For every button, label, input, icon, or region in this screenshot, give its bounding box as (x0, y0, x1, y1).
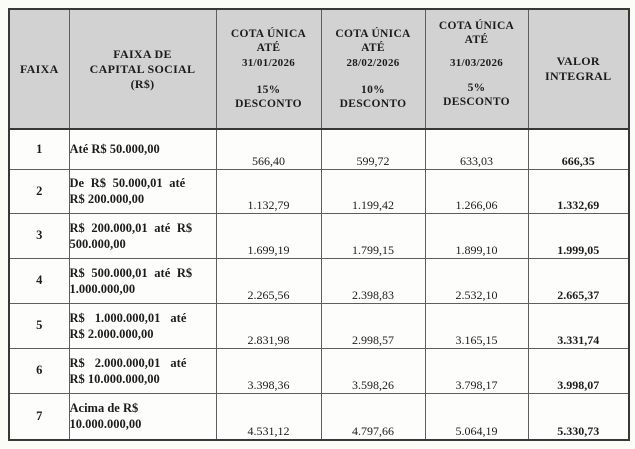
faixa-number: 4 (8, 257, 70, 304)
cota-5-ate: ATÉ (464, 34, 489, 46)
cota-5-value: 3.165,15 (424, 302, 529, 349)
capital-range-line1: R$ 2.000.000,01 até (69, 355, 187, 370)
table-header-row: FAIXA FAIXA DE CAPITAL SOCIAL (R$) COTA … (8, 8, 630, 130)
cota-5-value: 633,03 (424, 128, 529, 170)
header-capital-line1: FAIXA DE (113, 46, 172, 61)
header-cell-faixa: FAIXA (8, 8, 70, 130)
table-row: 2 De R$ 50.000,01 até R$ 200.000,00 1.13… (8, 168, 630, 214)
cota-15-value: 2.265,56 (215, 257, 322, 304)
cota-15-value: 3.398,36 (215, 347, 322, 394)
header-cell-cota-10: COTA ÚNICA ATÉ 28/02/2026 10% DESCONTO (320, 8, 426, 130)
header-capital-line3: (R$) (130, 76, 155, 91)
capital-range-line1: Até R$ 50.000,00 (69, 142, 160, 157)
cota-15-title: COTA ÚNICA (230, 28, 307, 40)
cota-5-value: 3.798,17 (424, 347, 529, 394)
table-row: 1 Até R$ 50.000,00 566,40 599,72 633,03 … (8, 128, 630, 170)
cota-15-date: 31/01/2026 (241, 57, 296, 69)
cota-5-value: 1.266,06 (424, 168, 529, 214)
cota-10-value: 3.598,26 (320, 347, 426, 394)
cota-10-value: 1.799,15 (320, 212, 426, 259)
cota-15-value: 2.831,98 (215, 302, 322, 349)
capital-range-line1: R$ 200.000,01 até R$ (69, 220, 193, 235)
cota-5-date: 31/03/2026 (449, 57, 504, 69)
cota-10-value: 1.199,42 (320, 168, 426, 214)
cota-15-value: 566,40 (215, 128, 322, 170)
faixa-number: 5 (8, 302, 70, 349)
header-cell-capital-social: FAIXA DE CAPITAL SOCIAL (R$) (68, 8, 217, 130)
header-faixa-label: FAIXA (19, 61, 59, 76)
capital-range-line1: R$ 1.000.000,01 até (69, 310, 187, 325)
header-cell-cota-15: COTA ÚNICA ATÉ 31/01/2026 15% DESCONTO (215, 8, 322, 130)
table-row: 5 R$ 1.000.000,01 até R$ 2.000.000,00 2.… (8, 302, 630, 349)
faixa-number: 1 (8, 128, 70, 170)
cota-10-header-block: COTA ÚNICA ATÉ 28/02/2026 10% DESCONTO (322, 27, 424, 111)
header-cell-cota-5: COTA ÚNICA ATÉ 31/03/2026 5% DESCONTO (424, 8, 529, 130)
valor-integral-value: 2.665,37 (527, 257, 630, 304)
cota-5-desconto-label: DESCONTO (443, 96, 510, 108)
cota-10-value: 4.797,66 (320, 392, 426, 441)
table-row: 7 Acima de R$ 10.000.000,00 4.531,12 4.7… (8, 392, 630, 441)
table-row: 6 R$ 2.000.000,01 até R$ 10.000.000,00 3… (8, 347, 630, 394)
cota-unica-fee-table: FAIXA FAIXA DE CAPITAL SOCIAL (R$) COTA … (8, 8, 630, 441)
table-row: 3 R$ 200.000,01 até R$ 500.000,00 1.699,… (8, 212, 630, 259)
cota-10-percent: 10% (361, 84, 385, 96)
cota-5-percent: 5% (467, 82, 486, 94)
header-capital-line2: CAPITAL SOCIAL (89, 61, 196, 76)
capital-range: R$ 1.000.000,01 até R$ 2.000.000,00 (68, 302, 217, 349)
header-valor-line2: INTEGRAL (545, 69, 612, 83)
header-valor-line1: VALOR (556, 54, 600, 68)
cota-5-title: COTA ÚNICA (438, 20, 515, 32)
cota-10-value: 2.998,57 (320, 302, 426, 349)
capital-range-line1: Acima de R$ (69, 401, 139, 416)
cota-5-value: 1.899,10 (424, 212, 529, 259)
capital-range: R$ 2.000.000,01 até R$ 10.000.000,00 (68, 347, 217, 394)
table-row: 4 R$ 500.000,01 até R$ 1.000.000,00 2.26… (8, 257, 630, 304)
cota-10-ate: ATÉ (361, 42, 385, 54)
cota-15-value: 1.699,19 (215, 212, 322, 259)
cota-15-value: 1.132,79 (215, 168, 322, 214)
capital-range-line2: R$ 200.000,00 (69, 192, 145, 206)
capital-range: Acima de R$ 10.000.000,00 (68, 392, 217, 441)
capital-range: R$ 200.000,01 até R$ 500.000,00 (68, 212, 217, 259)
capital-range: De R$ 50.000,01 até R$ 200.000,00 (68, 168, 217, 214)
cota-15-header-block: COTA ÚNICA ATÉ 31/01/2026 15% DESCONTO (217, 27, 320, 111)
valor-integral-value: 1.999,05 (527, 212, 630, 259)
capital-range-line2: 500.000,00 (69, 236, 126, 251)
faixa-number: 3 (8, 212, 70, 259)
capital-range-line2: R$ 10.000.000,00 (69, 371, 160, 386)
cota-10-date: 28/02/2026 (346, 57, 400, 69)
valor-integral-value: 666,35 (527, 128, 630, 170)
cota-10-desconto-label: DESCONTO (339, 98, 407, 110)
capital-range-line2: 1.000.000,00 (69, 281, 136, 296)
valor-integral-value: 5.330,73 (527, 392, 630, 441)
capital-range: R$ 500.000,01 até R$ 1.000.000,00 (68, 257, 217, 304)
capital-range: Até R$ 50.000,00 (68, 128, 217, 170)
cota-5-value: 5.064,19 (424, 392, 529, 441)
cota-10-title: COTA ÚNICA (335, 28, 411, 40)
cota-10-value: 2.398,83 (320, 257, 426, 304)
faixa-number: 7 (8, 392, 70, 441)
cota-15-ate: ATÉ (256, 42, 281, 54)
cota-5-value: 2.532,10 (424, 257, 529, 304)
cota-10-value: 599,72 (320, 128, 426, 170)
capital-range-line2: R$ 2.000.000,00 (69, 326, 154, 341)
capital-range-line1: R$ 500.000,01 até R$ (69, 265, 193, 280)
header-cell-valor-integral: VALOR INTEGRAL (527, 8, 630, 130)
faixa-number: 6 (8, 347, 70, 394)
valor-integral-value: 3.998,07 (527, 347, 630, 394)
cota-15-value: 4.531,12 (215, 392, 322, 441)
capital-range-line1: De R$ 50.000,01 até (69, 176, 186, 190)
faixa-number: 2 (8, 168, 70, 214)
valor-integral-value: 1.332,69 (527, 168, 630, 214)
cota-15-percent: 15% (256, 84, 281, 96)
valor-integral-value: 3.331,74 (527, 302, 630, 349)
capital-range-line2: 10.000.000,00 (69, 417, 142, 432)
cota-5-header-block: COTA ÚNICA ATÉ 31/03/2026 5% DESCONTO (426, 19, 527, 109)
cota-15-desconto-label: DESCONTO (235, 98, 302, 110)
